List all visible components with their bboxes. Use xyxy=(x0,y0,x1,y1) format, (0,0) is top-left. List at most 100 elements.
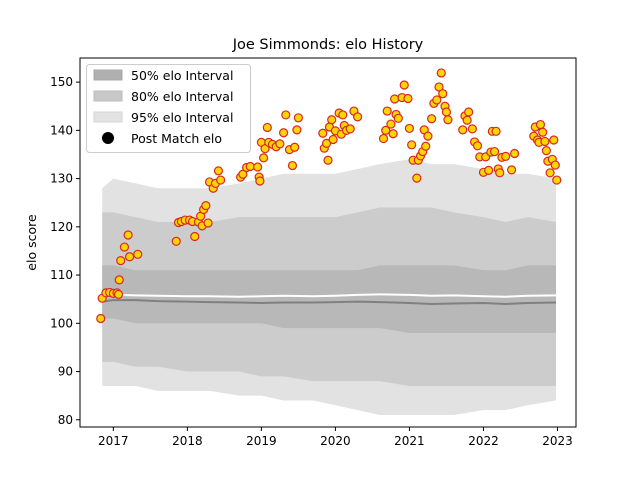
post-match-point xyxy=(489,146,500,157)
post-match-point xyxy=(491,126,501,136)
legend-swatch-50 xyxy=(93,69,123,81)
x-axis-ticks: 2017 2018 2019 2020 2021 2022 2023 xyxy=(98,427,573,448)
post-match-point xyxy=(213,166,224,176)
legend-label-post-match: Post Match elo xyxy=(131,131,222,146)
post-match-point xyxy=(287,160,298,171)
post-match-point xyxy=(438,89,448,99)
post-match-point xyxy=(201,201,211,211)
post-match-point xyxy=(495,168,505,178)
post-match-point xyxy=(552,175,562,185)
y-axis-ticks: 80 90 100 110 120 130 140 150 xyxy=(50,75,80,427)
post-match-point xyxy=(216,175,226,185)
post-match-point xyxy=(506,165,517,175)
median-elo-line xyxy=(102,299,557,306)
post-match-point xyxy=(190,231,200,242)
mean-elo-line xyxy=(102,293,557,298)
post-match-point xyxy=(443,115,453,125)
post-match-point xyxy=(436,68,446,78)
post-match-point xyxy=(292,125,302,135)
y-tick-label: 130 xyxy=(50,172,73,186)
chart-title: Joe Simmonds: elo History xyxy=(232,37,424,53)
y-tick-label: 120 xyxy=(50,220,73,234)
post-match-point xyxy=(467,124,477,134)
post-match-point xyxy=(464,107,474,117)
post-match-point xyxy=(293,113,303,123)
post-match-point xyxy=(113,289,124,299)
post-match-point xyxy=(540,136,550,147)
post-match-point xyxy=(427,114,437,124)
post-match-point xyxy=(432,95,442,105)
post-match-point xyxy=(441,107,452,117)
post-match-point xyxy=(323,155,333,165)
post-match-point xyxy=(421,141,431,151)
post-match-point xyxy=(327,115,337,125)
y-tick-label: 140 xyxy=(50,123,73,137)
post-match-point xyxy=(245,161,255,172)
legend-label-95: 95% elo Interval xyxy=(131,110,233,125)
x-tick-label: 2020 xyxy=(320,434,351,448)
post-match-point xyxy=(96,313,106,324)
post-match-points xyxy=(96,68,562,324)
post-match-point xyxy=(484,165,494,175)
post-match-point xyxy=(407,140,417,150)
post-match-point xyxy=(382,106,392,116)
post-match-point xyxy=(541,146,551,156)
post-match-point xyxy=(381,125,391,135)
post-match-point xyxy=(133,249,143,259)
post-match-point xyxy=(125,252,135,262)
post-match-point xyxy=(549,135,559,145)
post-match-point xyxy=(434,82,444,92)
y-tick-label: 100 xyxy=(50,316,73,330)
post-match-point xyxy=(412,173,422,183)
post-match-point xyxy=(403,93,413,104)
post-match-point xyxy=(171,236,181,246)
post-match-point xyxy=(290,142,300,152)
post-match-point xyxy=(328,134,338,145)
post-match-point xyxy=(321,138,332,148)
post-match-point xyxy=(275,139,285,149)
post-match-point xyxy=(458,125,468,135)
post-match-point xyxy=(353,112,363,122)
x-tick-label: 2019 xyxy=(246,434,277,448)
post-match-point xyxy=(255,176,265,186)
legend-swatch-95 xyxy=(93,111,123,123)
x-tick-label: 2018 xyxy=(172,434,203,448)
post-match-point xyxy=(462,115,472,125)
post-match-point xyxy=(378,133,389,144)
post-match-point xyxy=(509,148,520,159)
x-tick-label: 2022 xyxy=(468,434,499,448)
post-match-point xyxy=(538,127,548,137)
post-match-point xyxy=(386,119,396,129)
y-axis-label: elo score xyxy=(24,214,39,271)
plot-frame xyxy=(79,57,577,428)
post-match-point xyxy=(423,131,433,141)
y-tick-label: 150 xyxy=(50,75,73,89)
post-match-point xyxy=(472,141,483,151)
post-match-point xyxy=(345,124,355,134)
post-match-point xyxy=(119,242,130,252)
y-tick-label: 110 xyxy=(50,268,73,282)
x-tick-label: 2021 xyxy=(394,434,425,448)
x-tick-label: 2017 xyxy=(98,434,129,448)
post-match-point xyxy=(390,94,400,104)
legend-frame xyxy=(86,64,251,153)
post-match-point xyxy=(550,160,560,170)
legend-marker-post-match xyxy=(102,132,114,144)
band-50-percent xyxy=(102,265,557,333)
post-match-point xyxy=(278,128,289,138)
y-tick-label: 90 xyxy=(58,365,73,379)
post-match-point xyxy=(338,110,348,120)
legend-swatch-80 xyxy=(93,90,123,102)
x-tick-label: 2023 xyxy=(542,434,573,448)
post-match-point xyxy=(238,169,248,179)
post-match-point xyxy=(388,129,398,139)
legend: 50% elo Interval 80% elo Interval 95% el… xyxy=(86,64,251,153)
post-match-point xyxy=(262,122,272,133)
legend-label-50: 50% elo Interval xyxy=(131,68,233,83)
post-match-point xyxy=(501,151,511,161)
post-match-point xyxy=(404,123,415,134)
post-match-point xyxy=(258,153,269,163)
legend-label-80: 80% elo Interval xyxy=(131,89,233,104)
post-match-point xyxy=(535,119,546,130)
